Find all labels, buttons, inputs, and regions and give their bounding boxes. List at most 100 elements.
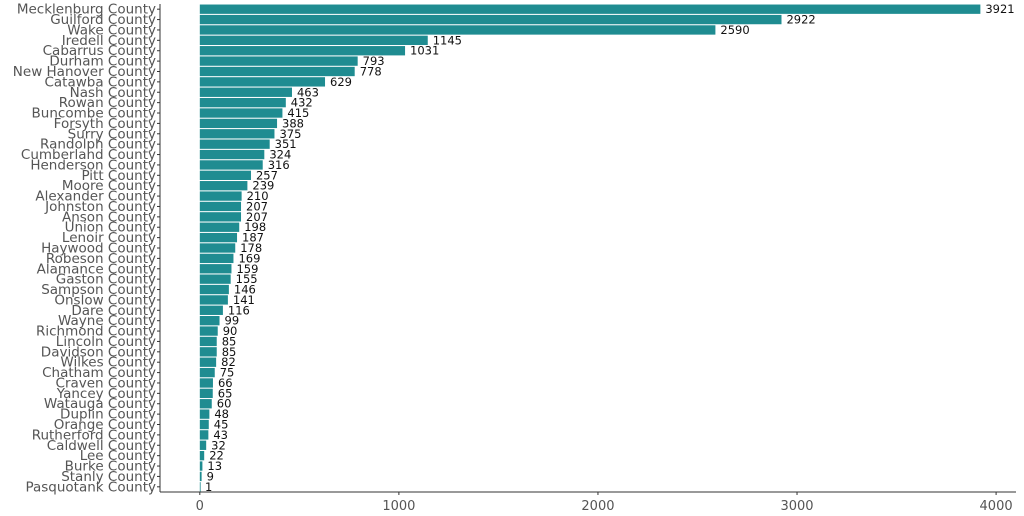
bar-robeson-county xyxy=(199,253,234,264)
value-label: 178 xyxy=(240,241,262,255)
category-label: Anson County xyxy=(62,209,156,225)
value-label: 159 xyxy=(236,262,258,276)
category-label: Randolph County xyxy=(40,137,156,153)
value-label: 415 xyxy=(287,106,309,120)
value-label: 85 xyxy=(222,345,237,359)
category-label: Catawba County xyxy=(44,74,156,90)
category-label: Rutherford County xyxy=(32,427,156,443)
bars-group xyxy=(199,4,981,492)
value-label: 1 xyxy=(205,480,212,494)
category-label: Yancey County xyxy=(56,386,156,402)
axes: 0 1000 2000 3000 4000 xyxy=(157,4,1016,514)
bar-orange-county xyxy=(199,419,209,430)
bar-alexander-county xyxy=(199,191,242,201)
bar-davidson-county xyxy=(199,347,217,357)
category-label: Wake County xyxy=(67,22,156,38)
bar-guilford-county xyxy=(199,14,782,25)
x-tick-label: 4000 xyxy=(980,499,1013,514)
category-label: Lincoln County xyxy=(56,334,156,350)
bar-lincoln-county xyxy=(199,336,217,347)
category-label: Stanly County xyxy=(61,469,156,485)
value-label: 316 xyxy=(268,158,290,172)
bar-surry-county xyxy=(199,129,275,139)
value-label: 45 xyxy=(214,418,229,432)
value-label: 66 xyxy=(218,376,233,390)
bar-lee-county xyxy=(199,450,205,461)
bar-wake-county xyxy=(199,25,716,35)
category-label: Robeson County xyxy=(46,251,156,267)
category-label: Dare County xyxy=(71,303,156,319)
value-label: 2922 xyxy=(786,13,815,27)
category-label: Mecklenburg County xyxy=(17,2,156,18)
bar-anson-county xyxy=(199,212,242,222)
value-label: 207 xyxy=(246,199,268,213)
x-tick-label: 2000 xyxy=(581,499,614,514)
value-label: 198 xyxy=(244,220,266,234)
value-label: 75 xyxy=(220,366,235,380)
value-label: 432 xyxy=(291,96,313,110)
bar-duplin-county xyxy=(199,409,210,419)
value-label: 82 xyxy=(221,355,236,369)
bar-pitt-county xyxy=(199,170,251,180)
category-label: Onslow County xyxy=(54,292,156,308)
value-label: 778 xyxy=(360,64,382,78)
bar-burke-county xyxy=(199,461,203,471)
value-label: 629 xyxy=(330,75,352,89)
bar-cabarrus-county xyxy=(199,46,406,56)
value-label: 187 xyxy=(242,231,264,245)
bar-caldwell-county xyxy=(199,440,207,450)
category-label: Henderson County xyxy=(30,157,156,173)
value-label: 324 xyxy=(269,148,291,162)
bar-forsyth-county xyxy=(199,118,278,129)
category-label: Rowan County xyxy=(59,95,156,111)
value-label: 65 xyxy=(218,386,233,400)
value-label: 3921 xyxy=(985,2,1014,16)
category-label: Forsyth County xyxy=(54,116,156,132)
bar-sampson-county xyxy=(199,284,229,295)
category-label: Orange County xyxy=(54,417,156,433)
value-label: 99 xyxy=(225,314,240,328)
value-label: 375 xyxy=(279,127,301,141)
category-label: Craven County xyxy=(56,375,156,391)
bar-pasquotank-county xyxy=(199,482,201,492)
bar-lenoir-county xyxy=(199,232,238,243)
category-label: Cabarrus County xyxy=(43,43,156,59)
x-tick-label: 3000 xyxy=(780,499,813,514)
value-label: 60 xyxy=(217,397,232,411)
value-label: 85 xyxy=(222,334,237,348)
category-label: New Hanover County xyxy=(13,64,156,80)
category-label: Moore County xyxy=(62,178,156,194)
value-label: 2590 xyxy=(720,23,749,37)
value-label: 1145 xyxy=(433,33,462,47)
bar-nash-county xyxy=(199,87,292,97)
category-label: Cumberland County xyxy=(21,147,156,163)
category-label: Lee County xyxy=(80,448,156,464)
category-label: Haywood County xyxy=(41,241,156,257)
bar-wilkes-county xyxy=(199,357,217,367)
value-label: 13 xyxy=(207,459,222,473)
category-label: Nash County xyxy=(70,85,156,101)
category-label: Chatham County xyxy=(42,365,156,381)
value-label: 32 xyxy=(211,438,226,452)
bar-buncombe-county xyxy=(199,108,283,118)
bar-mecklenburg-county xyxy=(199,4,981,14)
value-label: 207 xyxy=(246,210,268,224)
bar-iredell-county xyxy=(199,35,428,46)
bar-randolph-county xyxy=(199,139,270,149)
bar-dare-county xyxy=(199,305,223,315)
category-label: Watauga County xyxy=(44,396,156,412)
value-label: 116 xyxy=(228,303,250,317)
category-label: Richmond County xyxy=(36,324,156,340)
bar-durham-county xyxy=(199,56,358,66)
bar-craven-county xyxy=(199,378,213,388)
bar-onslow-county xyxy=(199,295,228,305)
category-label: Lenoir County xyxy=(62,230,156,246)
bar-chatham-county xyxy=(199,367,215,378)
bar-richmond-county xyxy=(199,326,218,336)
bar-new-hanover-county xyxy=(199,66,355,77)
value-label: 22 xyxy=(209,449,224,463)
category-label: Union County xyxy=(65,220,156,236)
value-label: 169 xyxy=(238,251,260,265)
value-label: 388 xyxy=(282,116,304,130)
